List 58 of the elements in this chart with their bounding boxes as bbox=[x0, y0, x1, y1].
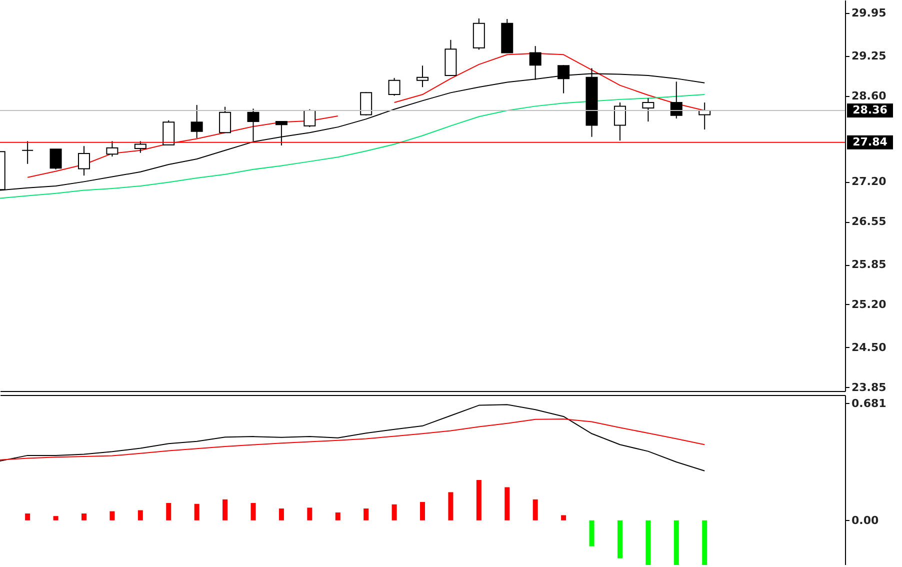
line-series bbox=[0, 94, 706, 199]
ref-line-label: 27.84 bbox=[852, 135, 888, 148]
y-tick-label: 0.00 bbox=[852, 514, 879, 527]
y-tick-label: 25.20 bbox=[852, 298, 887, 311]
line-series bbox=[0, 404, 706, 472]
y-tick-label: 28.60 bbox=[852, 89, 887, 102]
bar bbox=[674, 520, 679, 565]
bar bbox=[364, 508, 369, 520]
y-tick-label: 0.681 bbox=[852, 396, 886, 410]
bar bbox=[278, 508, 284, 520]
bar bbox=[532, 499, 538, 520]
candlestick bbox=[416, 65, 428, 88]
bar bbox=[392, 504, 397, 520]
candlestick bbox=[50, 148, 62, 170]
ref-line-label: 28.36 bbox=[852, 103, 888, 116]
candlestick bbox=[360, 92, 372, 116]
bar bbox=[504, 487, 510, 520]
y-tick-label: 26.55 bbox=[852, 215, 886, 228]
candlestick bbox=[614, 102, 626, 142]
line-series bbox=[0, 418, 706, 460]
y-tick-label: 29.25 bbox=[852, 49, 886, 62]
candlestick bbox=[22, 140, 34, 164]
candlestick bbox=[106, 140, 118, 158]
bar bbox=[194, 504, 200, 520]
candlestick bbox=[247, 108, 260, 142]
bar bbox=[420, 502, 425, 520]
y-tick-label: 27.20 bbox=[852, 175, 887, 188]
candlestick bbox=[162, 120, 175, 146]
bar bbox=[646, 520, 651, 565]
candlestick bbox=[134, 140, 146, 154]
bar bbox=[589, 520, 594, 546]
bar bbox=[702, 520, 708, 565]
bar bbox=[81, 513, 86, 520]
candlestick bbox=[275, 121, 288, 146]
bar bbox=[166, 503, 172, 520]
candlestick bbox=[304, 108, 316, 128]
candlestick bbox=[670, 81, 682, 119]
candlestick bbox=[219, 106, 232, 134]
bar bbox=[138, 510, 143, 520]
candlestick bbox=[642, 98, 654, 122]
candlestick bbox=[388, 77, 400, 96]
y-tick-label: 29.95 bbox=[852, 6, 886, 20]
bar bbox=[53, 516, 58, 520]
bar bbox=[250, 503, 256, 520]
bar bbox=[307, 508, 312, 520]
candlestick bbox=[78, 146, 90, 176]
bar bbox=[617, 520, 622, 558]
bar bbox=[476, 480, 482, 520]
bar bbox=[561, 515, 566, 520]
bar bbox=[110, 511, 115, 520]
y-tick-label: 25.85 bbox=[852, 258, 886, 272]
bar bbox=[222, 499, 228, 520]
y-tick-label: 23.85 bbox=[852, 380, 886, 394]
bar bbox=[25, 513, 30, 520]
candlestick bbox=[190, 104, 203, 139]
bar bbox=[335, 512, 340, 520]
bar bbox=[448, 492, 454, 520]
y-tick-label: 24.50 bbox=[852, 340, 887, 354]
